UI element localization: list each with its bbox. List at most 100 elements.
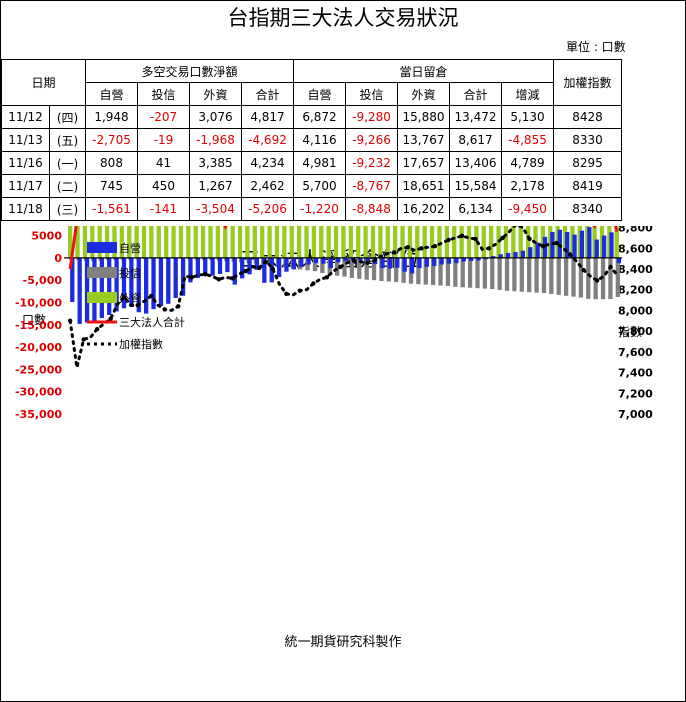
dealer-bar (284, 257, 289, 272)
table-cell: 4,234 (241, 151, 294, 175)
trust-bar (357, 257, 362, 279)
trust-bar (460, 257, 465, 288)
index-point (392, 250, 397, 255)
table-cell: 808 (85, 151, 138, 175)
index-point (270, 266, 276, 272)
foreign-bar (489, 226, 494, 258)
foreign-bar (437, 226, 442, 258)
table-cell: -1,561 (85, 197, 138, 221)
foreign-bar (585, 226, 590, 258)
row-index: 8340 (553, 197, 622, 221)
trust-bar (527, 257, 532, 293)
table-cell: 6,872 (293, 105, 346, 129)
dealer-bar (542, 236, 548, 258)
table-cell: -8,848 (345, 197, 398, 221)
table-cell: 18,651 (397, 174, 450, 198)
left-tick-label: -20,000 (15, 341, 62, 354)
trust-bar (534, 257, 539, 293)
trust-bar (578, 257, 584, 298)
row-weekday: (一) (49, 151, 86, 175)
table-row: 11/16 (一) 808 41 3,385 4,234 4,981 -9,232 17,657… (1, 151, 622, 175)
sub-header-1: 投信 (137, 82, 190, 106)
foreign-bar (393, 226, 398, 258)
trust-bar (342, 257, 347, 277)
table-cell: 13,472 (449, 105, 502, 129)
foreign-bar (481, 226, 486, 258)
foreign-bar (289, 226, 294, 258)
dealer-bar (195, 257, 200, 278)
index-point (121, 294, 127, 300)
dealer-bar (343, 257, 348, 261)
table-cell: 13,406 (449, 151, 502, 175)
trust-bar (519, 257, 524, 292)
dealer-bar (210, 257, 215, 276)
foreign-bar (274, 226, 280, 258)
right-tick-label: 8,400 (618, 263, 653, 276)
dealer-bar (107, 257, 112, 315)
foreign-bar (518, 226, 523, 258)
foreign-bar (614, 226, 619, 258)
foreign-bar (82, 226, 88, 258)
table-row: 11/18 (三) -1,561 -141 -3,504 -5,206 -1,220 -8,8… (1, 197, 622, 221)
legend-label-0: 自營 (119, 242, 141, 255)
legend-swatch-0 (87, 242, 117, 253)
dealer-bar (336, 257, 341, 263)
table-cell: -141 (137, 197, 190, 221)
trust-bar (600, 257, 606, 300)
right-tick-label: 8,000 (618, 304, 653, 317)
foreign-bar (429, 226, 435, 258)
legend-label-3: 三大法人合計 (119, 315, 185, 329)
trust-bar (438, 257, 443, 286)
dealer-bar (439, 257, 444, 265)
right-tick-label: 7,600 (618, 346, 653, 359)
dealer-bar (528, 247, 533, 258)
dealer-bar (395, 257, 400, 268)
dealer-bar (276, 257, 282, 278)
index-point (446, 237, 451, 243)
dealer-bar (446, 257, 452, 264)
left-axis-label: 口數 (22, 313, 46, 327)
dealer-bar (306, 257, 311, 265)
foreign-bar (407, 226, 413, 258)
trust-bar (512, 257, 517, 292)
trust-bar (431, 257, 436, 286)
dealer-bar (99, 257, 104, 319)
right-tick-label: 7,800 (618, 325, 653, 338)
table-cell: -2,705 (85, 128, 138, 152)
foreign-bar (282, 226, 287, 258)
dealer-bar (262, 257, 267, 283)
index-point (365, 260, 370, 265)
table-cell: -9,266 (345, 128, 398, 152)
legend-swatch-1 (87, 267, 117, 278)
foreign-bar (75, 226, 80, 258)
dealer-bar (454, 257, 459, 264)
trust-bar (571, 257, 576, 297)
foreign-bar (570, 226, 575, 258)
foreign-bar (193, 226, 198, 258)
trust-bar (312, 257, 318, 272)
left-tick-label: 0 (54, 252, 62, 265)
table-cell: -8,767 (345, 174, 398, 198)
dealer-bar (469, 257, 474, 261)
index-point (135, 303, 140, 308)
index-point (405, 245, 411, 250)
row-date: 11/16 (1, 151, 50, 175)
dealer-bar (173, 257, 178, 298)
dealer-bar (144, 257, 149, 314)
dealer-bar (321, 257, 326, 264)
trust-bar (490, 257, 495, 290)
table-cell: 4,789 (501, 151, 554, 175)
right-tick-label: 7,200 (618, 387, 653, 400)
index-point (594, 278, 600, 283)
institutional-table: 日期 多空交易口數淨額 當日留倉 加權指數 自營 投信 外資 合計 自營 投信 外資 合計 增減… (1, 59, 622, 221)
table-cell: -4,692 (241, 128, 294, 152)
foreign-bar (90, 226, 95, 258)
table-cell: 5,130 (501, 105, 554, 129)
foreign-bar (68, 226, 73, 258)
row-weekday: (四) (49, 105, 86, 129)
index-point (149, 293, 154, 299)
row-index: 8428 (553, 105, 622, 129)
dealer-bar (365, 257, 370, 261)
trust-bar (334, 257, 340, 276)
row-weekday: (二) (49, 174, 86, 198)
